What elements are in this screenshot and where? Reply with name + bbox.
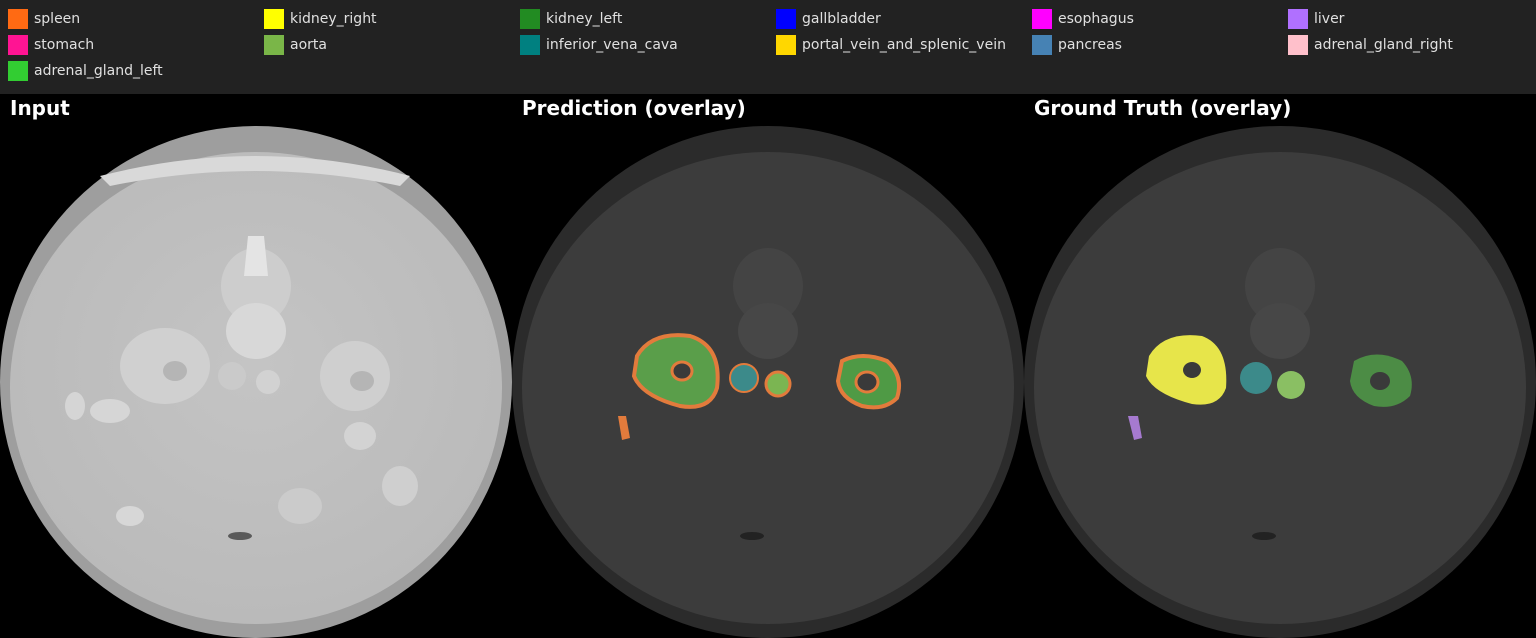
vertebra bbox=[226, 303, 286, 359]
spine-body bbox=[221, 248, 291, 324]
legend-item-esophagus: esophagus bbox=[1032, 9, 1134, 29]
vertebra bbox=[1250, 303, 1310, 359]
swatch-gallbladder bbox=[776, 9, 796, 29]
ct-slice-input bbox=[0, 126, 512, 638]
swatch-liver bbox=[1288, 9, 1308, 29]
legend-label: kidney_left bbox=[546, 11, 623, 27]
legend-item-aorta: aorta bbox=[264, 35, 327, 55]
swatch-kidney-right bbox=[264, 9, 284, 29]
bowel-loop bbox=[116, 506, 144, 526]
legend-label: stomach bbox=[34, 37, 95, 53]
gt-liver-fragment bbox=[1128, 416, 1142, 440]
legend-item-portal-vein: portal_vein_and_splenic_vein bbox=[776, 35, 1006, 55]
ct-slice-ground-truth bbox=[1024, 126, 1536, 638]
swatch-spleen bbox=[8, 9, 28, 29]
swatch-inferior-vena-cava bbox=[520, 35, 540, 55]
legend-label: aorta bbox=[290, 37, 327, 53]
legend-label: adrenal_gland_left bbox=[34, 63, 163, 79]
legend-label: adrenal_gland_right bbox=[1314, 37, 1453, 53]
aorta-input bbox=[256, 370, 280, 394]
swatch-adrenal-gland-right bbox=[1288, 35, 1308, 55]
ivc-input bbox=[218, 362, 246, 390]
swatch-esophagus bbox=[1032, 9, 1052, 29]
legend-label: pancreas bbox=[1058, 37, 1122, 53]
legend-label: portal_vein_and_splenic_vein bbox=[802, 37, 1006, 53]
spine-body bbox=[733, 248, 803, 324]
spine-body bbox=[1245, 248, 1315, 324]
gt-aorta bbox=[1277, 371, 1305, 399]
legend-label: spleen bbox=[34, 11, 81, 27]
legend-item-kidney-left: kidney_left bbox=[520, 9, 622, 29]
legend-label: gallbladder bbox=[802, 11, 881, 27]
legend-item-inferior-vena-cava: inferior_vena_cava bbox=[520, 35, 678, 55]
bowel-loop bbox=[382, 466, 418, 506]
gt-renal-pelvis bbox=[1370, 372, 1390, 390]
bowel-loop bbox=[278, 488, 322, 524]
legend-item-adrenal-gland-left: adrenal_gland_left bbox=[8, 61, 163, 81]
swatch-portal-vein bbox=[776, 35, 796, 55]
legend-item-kidney-right: kidney_right bbox=[264, 9, 377, 29]
pred-aorta bbox=[764, 370, 792, 398]
swatch-pancreas bbox=[1032, 35, 1052, 55]
pred-renal-pelvis bbox=[670, 360, 694, 382]
bowel-loop bbox=[344, 422, 376, 450]
legend-item-liver: liver bbox=[1288, 9, 1344, 29]
legend: spleen kidney_right kidney_left gallblad… bbox=[0, 0, 1536, 94]
gt-ivc bbox=[1240, 362, 1272, 394]
swatch-stomach bbox=[8, 35, 28, 55]
legend-label: kidney_right bbox=[290, 11, 377, 27]
renal-pelvis bbox=[350, 371, 374, 391]
legend-label: liver bbox=[1314, 11, 1345, 27]
legend-item-adrenal-gland-right: adrenal_gland_right bbox=[1288, 35, 1453, 55]
bowel-loop bbox=[90, 399, 130, 423]
pred-ivc bbox=[729, 363, 759, 393]
spinous-process bbox=[244, 236, 268, 276]
panel-title-prediction: Prediction (overlay) bbox=[522, 96, 746, 120]
legend-item-gallbladder: gallbladder bbox=[776, 9, 881, 29]
swatch-kidney-left bbox=[520, 9, 540, 29]
swatch-adrenal-gland-left bbox=[8, 61, 28, 81]
legend-item-stomach: stomach bbox=[8, 35, 94, 55]
table-edge bbox=[100, 156, 410, 186]
air-pocket bbox=[1252, 532, 1276, 540]
pred-renal-pelvis bbox=[854, 370, 880, 394]
legend-label: esophagus bbox=[1058, 11, 1134, 27]
gt-renal-pelvis bbox=[1183, 362, 1201, 378]
ground-truth-image-panel bbox=[1024, 126, 1536, 638]
pred-spleen-fragment bbox=[618, 416, 630, 440]
bowel-loop bbox=[65, 392, 85, 420]
air-pocket bbox=[228, 532, 252, 540]
legend-item-spleen: spleen bbox=[8, 9, 80, 29]
renal-pelvis bbox=[163, 361, 187, 381]
panel-title-ground-truth: Ground Truth (overlay) bbox=[1034, 96, 1292, 120]
panel-title-input: Input bbox=[10, 96, 70, 120]
vertebra bbox=[738, 303, 798, 359]
body-outline bbox=[10, 152, 502, 624]
ct-slice-prediction bbox=[512, 126, 1024, 638]
air-pocket bbox=[740, 532, 764, 540]
input-image-panel bbox=[0, 126, 512, 638]
swatch-aorta bbox=[264, 35, 284, 55]
legend-item-pancreas: pancreas bbox=[1032, 35, 1122, 55]
legend-label: inferior_vena_cava bbox=[546, 37, 678, 53]
prediction-image-panel bbox=[512, 126, 1024, 638]
